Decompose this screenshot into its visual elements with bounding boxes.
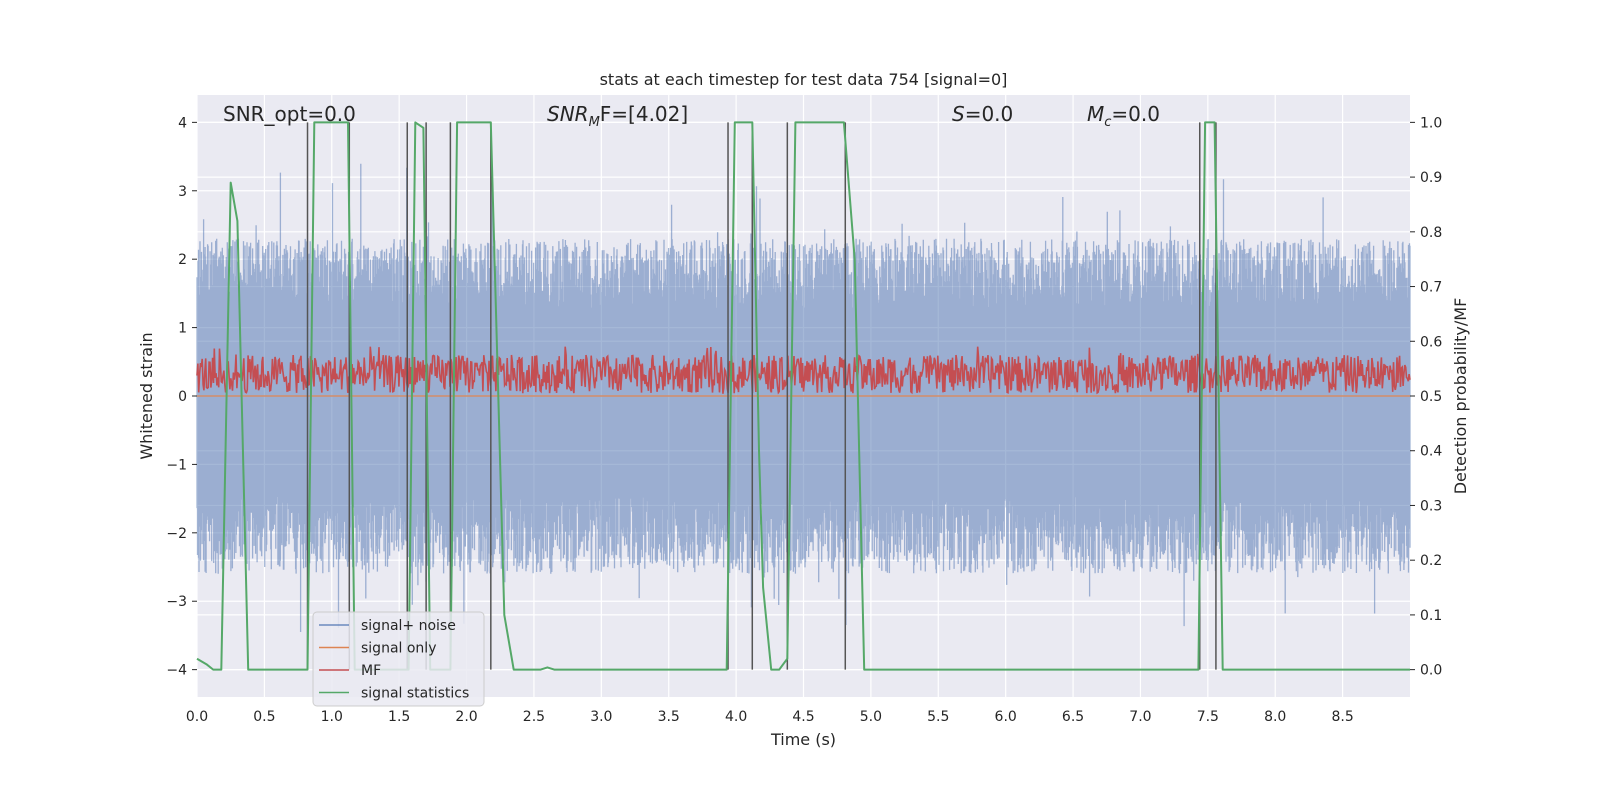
y-tick-label: −3 — [166, 594, 187, 610]
legend-box — [312, 611, 485, 707]
x-tick-label: 2.5 — [523, 709, 545, 725]
mf-line — [196, 346, 1411, 395]
x-tick-label: 4.0 — [725, 709, 747, 725]
y2-tick-label: 0.7 — [1420, 280, 1442, 296]
annotation-snr-mf-sub: M — [589, 115, 600, 130]
legend-entry: signal only — [361, 641, 436, 657]
y-tick-label: 1 — [178, 321, 187, 337]
ticks: 0.0 0.5 1.0 1.5 2.0 2.5 3.0 3.5 4.0 4.5 5.0 5.5 6.0 6… — [166, 115, 1442, 725]
y-tick-label: 2 — [178, 252, 187, 268]
y2-tick-label: 0.3 — [1420, 498, 1442, 514]
chart-title: stats at each timestep for test data 754… — [600, 70, 1008, 89]
signal-statistics-line — [196, 121, 1410, 671]
y-tick-label: 4 — [178, 115, 187, 131]
y2-tick-label: 0.8 — [1420, 225, 1442, 241]
y2-axis-label: Detection probability/MF — [1451, 298, 1470, 495]
annotation-snr-mf-prefix: SNR — [547, 102, 589, 126]
y2-tick-label: 0.4 — [1420, 444, 1442, 460]
legend-entry: signal statistics — [361, 686, 469, 702]
x-tick-label: 5.0 — [860, 709, 882, 725]
y2-tick-label: 0.0 — [1420, 663, 1442, 679]
y-tick-label: 0 — [178, 389, 187, 405]
y-tick-label: −4 — [166, 663, 187, 679]
legend-entry: MF — [361, 663, 381, 679]
annotation-mc-prefix: M — [1087, 102, 1104, 126]
annotation-mc: Mc=0.0 — [1087, 102, 1160, 130]
annotation-mc-sub: c — [1104, 115, 1111, 130]
x-tick-label: 1.5 — [388, 709, 410, 725]
y2-tick-label: 0.1 — [1420, 608, 1442, 624]
legend-entry: signal+ noise — [361, 618, 456, 634]
y2-tick-label: 0.2 — [1420, 553, 1442, 569]
x-tick-label: 0.0 — [186, 709, 208, 725]
signal-statistics-series — [196, 121, 1410, 671]
annotation-s: S=0.0 — [952, 102, 1013, 126]
y-tick-label: −2 — [166, 526, 187, 542]
annotation-snr-mf-suffix: F=[4.02] — [600, 102, 688, 126]
x-tick-label: 3.5 — [658, 709, 680, 725]
annotation-mc-suffix: =0.0 — [1111, 102, 1160, 126]
x-axis-label: Time (s) — [770, 730, 836, 749]
x-tick-label: 8.0 — [1264, 709, 1286, 725]
x-tick-label: 7.5 — [1197, 709, 1219, 725]
y2-tick-label: 0.5 — [1420, 389, 1442, 405]
annotation-s-suffix: =0.0 — [965, 102, 1014, 126]
x-tick-label: 5.5 — [927, 709, 949, 725]
x-tick-label: 7.0 — [1129, 709, 1151, 725]
mf-series — [196, 346, 1411, 395]
annotation-s-prefix: S — [952, 102, 965, 126]
y2-tick-label: 1.0 — [1420, 115, 1442, 131]
x-tick-label: 3.0 — [590, 709, 612, 725]
x-tick-label: 2.0 — [455, 709, 477, 725]
x-tick-label: 6.5 — [1062, 709, 1084, 725]
x-tick-label: 6.0 — [995, 709, 1017, 725]
annotation-snr-mf: SNRMF=[4.02] — [547, 102, 688, 130]
x-tick-label: 0.5 — [253, 709, 275, 725]
x-tick-label: 8.5 — [1331, 709, 1353, 725]
y-tick-label: −1 — [166, 457, 187, 473]
legend: signal+ noise signal only MF signal statist… — [312, 611, 485, 707]
x-tick-label: 4.5 — [792, 709, 814, 725]
y-axis-label: Whitened strain — [137, 332, 156, 459]
annotation-snr-opt: SNR_opt=0.0 — [223, 102, 356, 126]
y2-tick-label: 0.6 — [1420, 334, 1442, 350]
y-tick-label: 3 — [178, 184, 187, 200]
y2-tick-label: 0.9 — [1420, 170, 1442, 186]
x-tick-label: 1.0 — [321, 709, 343, 725]
